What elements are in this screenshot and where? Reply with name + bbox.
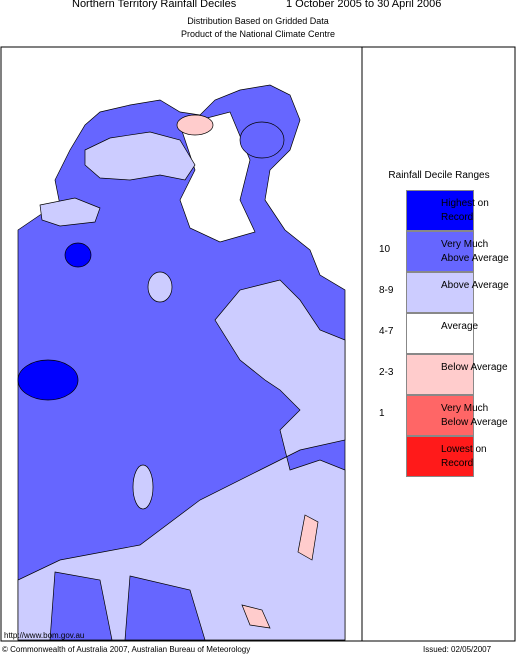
region [297, 514, 319, 561]
legend-item: 1 Very Much Below Average [362, 395, 516, 436]
url: http://www.bom.gov.au [4, 631, 85, 640]
legend-swatch [406, 436, 474, 477]
region [84, 131, 196, 181]
decile-label: 2-3 [379, 367, 394, 378]
region [147, 271, 173, 303]
legend-title: Rainfall Decile Ranges [388, 170, 490, 181]
legend-item: 8-9 Above Average [362, 272, 516, 313]
legend-item: Lowest on Record [362, 436, 516, 477]
legend-label: Lowest on Record [441, 444, 487, 469]
legend-label: Average [441, 321, 479, 332]
legend-label: Highest on Record [441, 198, 489, 223]
region [132, 464, 154, 510]
period: 1 October 2005 to 30 April 2006 [286, 0, 442, 10]
legend-swatch [406, 313, 474, 354]
legend-item: Highest on Record [362, 190, 516, 231]
region [239, 121, 285, 159]
issued: Issued: 02/05/2007 [423, 645, 492, 654]
region [17, 279, 346, 641]
legend-item: 4-7 Average [362, 313, 516, 354]
legend-label: Very Much Below Average [441, 403, 508, 428]
copyright: © Commonwealth of Australia 2007, Austra… [2, 645, 251, 654]
legend-label: Below Average [441, 362, 508, 373]
region [64, 242, 92, 268]
region [124, 575, 206, 641]
subtitle: Distribution Based on Gridded Data [187, 16, 329, 26]
region [49, 571, 113, 641]
region [176, 114, 214, 136]
legend-swatch [406, 190, 474, 231]
legend-swatch [406, 395, 474, 436]
region [179, 111, 256, 243]
legend-swatch [406, 231, 474, 272]
legend-label: Above Average [441, 280, 509, 291]
legend-swatch [406, 354, 474, 395]
title: Northern Territory Rainfall Deciles [72, 0, 237, 10]
decile-label: 8-9 [379, 285, 394, 296]
region [241, 604, 271, 629]
legend-frame [361, 46, 516, 642]
decile-label: 4-7 [379, 326, 394, 337]
region [17, 359, 79, 401]
legend-swatch [406, 272, 474, 313]
legend-label: Very Much Above Average [441, 239, 509, 264]
decile-label: 1 [379, 408, 385, 419]
legend-item: 10 Very Much Above Average [362, 231, 516, 272]
region [39, 197, 101, 227]
decile-label: 10 [379, 244, 391, 255]
legend-item: 2-3 Below Average [362, 354, 516, 395]
subtitle: Product of the National Climate Centre [180, 29, 336, 39]
